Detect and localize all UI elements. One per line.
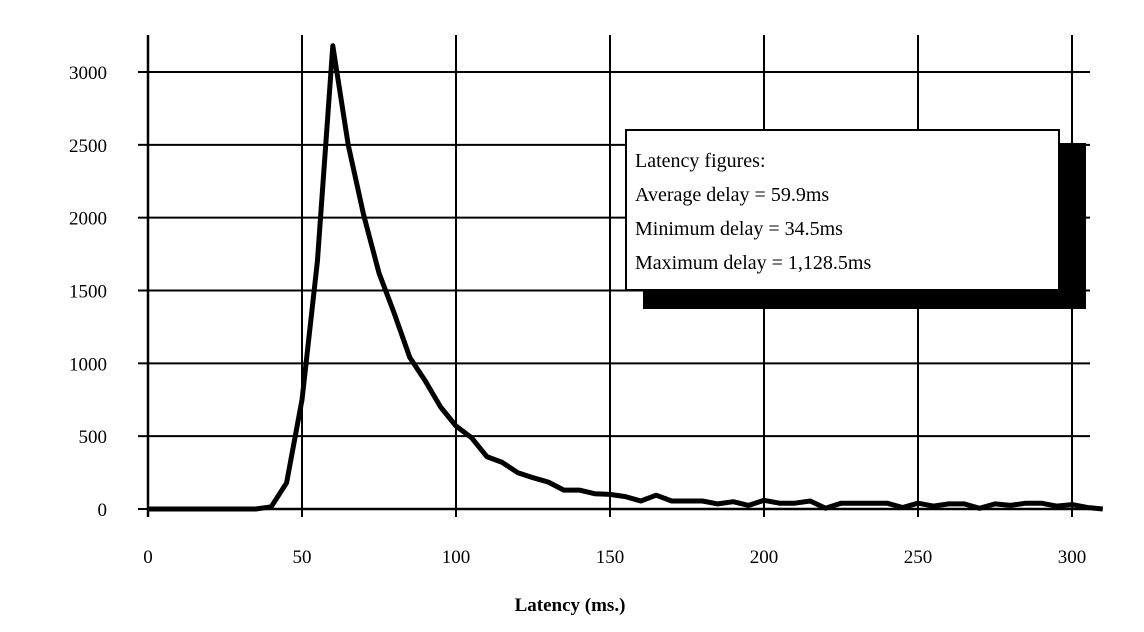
x-axis-title: Latency (ms.) <box>515 595 626 616</box>
x-tick-label: 0 <box>143 547 153 568</box>
legend-frame <box>625 129 1060 291</box>
maximum-delay-text: Maximum delay = 1,128.5ms <box>635 252 871 274</box>
y-tick-label: 3000 <box>69 63 107 84</box>
y-tick-label: 2500 <box>69 136 107 157</box>
y-tick-label: 1000 <box>69 354 107 375</box>
y-tick-label: 1500 <box>69 282 107 303</box>
x-tick-label: 250 <box>904 547 933 568</box>
minimum-delay-text: Minimum delay = 34.5ms <box>635 218 843 240</box>
y-axis-ticks: 0 500 1000 1500 2000 2500 3000 <box>69 63 148 521</box>
average-delay-text: Average delay = 59.9ms <box>635 184 829 206</box>
x-tick-label: 300 <box>1058 547 1087 568</box>
x-tick-label: 150 <box>596 547 625 568</box>
latency-series-line <box>148 43 1104 512</box>
x-axis-ticks: 0 50 100 150 200 250 300 <box>143 509 1086 568</box>
legend-title: Latency figures: <box>635 150 766 172</box>
y-tick-label: 2000 <box>69 209 107 230</box>
y-tick-label: 0 <box>98 500 108 521</box>
x-tick-label: 200 <box>750 547 779 568</box>
latency-figures-box: Latency figures: Average delay = 59.9ms … <box>625 129 1086 309</box>
x-tick-label: 50 <box>293 547 312 568</box>
x-tick-label: 100 <box>442 547 471 568</box>
y-tick-label: 500 <box>79 427 108 448</box>
